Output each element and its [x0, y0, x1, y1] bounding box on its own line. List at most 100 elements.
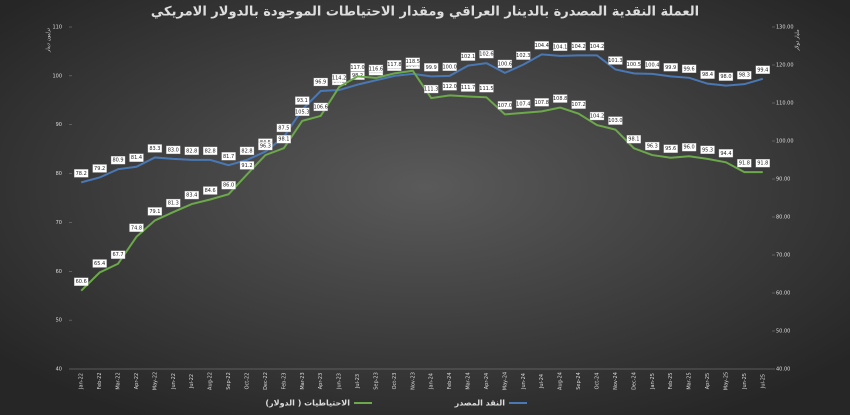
x-tick-label: May-22	[152, 372, 158, 390]
x-tick-label: Feb-24	[447, 372, 453, 389]
data-label: 82.8	[186, 148, 197, 154]
data-label-box	[203, 186, 218, 195]
x-tick-label: Oct-24	[595, 373, 601, 390]
data-label: 103.0	[608, 118, 622, 124]
x-tick-label: Jul-22	[189, 374, 195, 389]
data-label-box	[755, 159, 770, 168]
data-label-box	[479, 50, 494, 59]
data-label-box	[129, 223, 144, 232]
x-tick-label: Apr-23	[318, 373, 324, 390]
data-label: 98.3	[739, 73, 750, 79]
data-label: 84.6	[205, 188, 216, 194]
data-label-box	[203, 146, 218, 156]
x-tick-label: Nov-23	[410, 372, 416, 390]
data-label-box	[608, 116, 623, 125]
data-label-box	[350, 63, 365, 72]
data-label: 96.9	[315, 80, 326, 86]
data-label: 86.0	[223, 183, 234, 189]
data-label: 60.6	[76, 279, 87, 285]
data-label: 91.8	[757, 161, 768, 167]
data-label-box	[313, 77, 328, 87]
data-label: 74.8	[131, 225, 142, 231]
y-tick-label: 80	[56, 171, 62, 177]
y-tick-label: 70	[56, 220, 62, 226]
y-axis-label: ترليون دينار	[46, 27, 52, 53]
data-label-box	[331, 73, 347, 83]
x-tick-label: Jul-24	[539, 374, 545, 389]
data-label-box	[147, 144, 163, 153]
data-label: 112.0	[442, 84, 456, 90]
data-label-box	[534, 41, 549, 50]
data-label: 101.3	[608, 58, 622, 64]
data-label-box	[239, 146, 255, 156]
data-label-box	[553, 42, 568, 51]
y2-tick-label: 50.00	[776, 329, 790, 335]
x-tick-label: Feb-23	[281, 372, 287, 389]
data-label-box	[184, 146, 199, 156]
data-label-box	[737, 159, 752, 168]
data-label: 107.4	[516, 101, 530, 107]
data-label-box	[460, 83, 476, 92]
data-label: 99.6	[684, 66, 695, 72]
data-label: 94.4	[720, 151, 731, 157]
data-label: 102.1	[461, 54, 475, 60]
y2-tick-label: 120.00	[776, 63, 794, 69]
data-label: 107.0	[498, 103, 512, 109]
data-label-box	[516, 51, 531, 60]
data-label: 118.5	[406, 59, 420, 65]
data-label: 79.1	[149, 209, 160, 215]
data-label: 104.2	[590, 114, 604, 120]
data-label-box	[239, 161, 255, 170]
y-tick-label: 40	[56, 367, 62, 373]
data-label-box	[276, 135, 291, 144]
data-label: 99.9	[665, 65, 676, 71]
data-label: 105.3	[295, 109, 309, 115]
x-tick-label: Aug-24	[558, 372, 564, 390]
data-label-box	[295, 107, 310, 117]
data-label-box	[589, 111, 605, 121]
x-tick-label: May-25	[723, 372, 729, 390]
data-label: 114.2	[332, 76, 346, 82]
x-tick-label: Mar-24	[466, 372, 472, 389]
data-label: 98.4	[702, 72, 713, 78]
y-tick-label: 110	[52, 25, 62, 31]
x-tick-label: Mar-23	[300, 372, 306, 389]
data-label: 95.6	[665, 146, 676, 152]
data-label-box	[626, 135, 641, 144]
data-label-box	[571, 100, 586, 109]
data-label-box	[276, 123, 291, 133]
data-label: 117.0	[350, 65, 364, 71]
y-tick-label: 100	[52, 73, 62, 79]
data-label: 83.0	[168, 147, 179, 153]
y2-axis-label: مليار دولار	[795, 29, 801, 52]
data-label: 79.2	[94, 166, 105, 172]
data-label: 116.6	[369, 66, 383, 72]
data-label-box	[460, 52, 476, 61]
data-label-box	[405, 57, 420, 66]
x-tick-label: Jun-23	[337, 373, 343, 390]
data-label: 81.7	[223, 154, 234, 160]
data-label: 104.2	[590, 44, 604, 50]
x-tick-label: Jun-24	[521, 373, 527, 390]
data-label: 78.2	[76, 171, 87, 177]
data-label: 91.2	[241, 163, 252, 169]
data-label: 81.3	[168, 201, 179, 207]
data-label-box	[295, 96, 310, 105]
data-label-box	[645, 60, 660, 70]
data-label: 67.7	[112, 252, 123, 258]
y2-tick-label: 80.00	[776, 215, 790, 221]
y2-tick-label: 90.00	[776, 177, 790, 183]
data-label-box	[74, 169, 89, 178]
data-label: 82.8	[241, 148, 252, 154]
data-label: 91.8	[739, 161, 750, 167]
data-label: 99.4	[757, 67, 768, 73]
data-label-box	[166, 198, 181, 208]
y2-tick-label: 70.00	[776, 253, 790, 259]
data-label-box	[755, 65, 770, 74]
data-label-box	[497, 59, 513, 69]
legend-label: الاحتياطيات ( الدولار)	[265, 399, 350, 408]
data-label: 104.4	[535, 43, 549, 49]
data-label-box	[718, 72, 734, 81]
